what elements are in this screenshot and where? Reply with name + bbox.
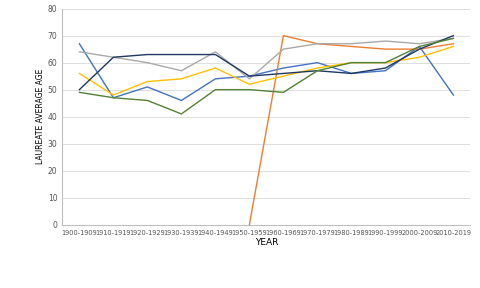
medicine	[213, 66, 218, 70]
medicine	[348, 61, 354, 65]
Line: medicine: medicine	[79, 46, 454, 95]
literature	[110, 56, 116, 59]
economics	[314, 42, 320, 46]
physics	[110, 96, 116, 99]
physics	[348, 61, 354, 65]
X-axis label: YEAR: YEAR	[255, 238, 278, 247]
medicine	[314, 66, 320, 70]
peace	[247, 74, 252, 78]
physics	[247, 88, 252, 91]
chemistry	[280, 66, 286, 70]
Y-axis label: LAUREATE AVERAGE AGE: LAUREATE AVERAGE AGE	[36, 69, 45, 164]
economics	[280, 34, 286, 37]
literature	[417, 42, 422, 46]
chemistry	[213, 77, 218, 81]
peace	[383, 66, 388, 70]
physics	[179, 112, 184, 116]
peace	[144, 53, 150, 56]
literature	[179, 69, 184, 73]
medicine	[247, 82, 252, 86]
physics	[213, 88, 218, 91]
chemistry	[76, 42, 82, 46]
physics	[417, 45, 422, 48]
chemistry	[144, 85, 150, 89]
peace	[213, 53, 218, 56]
economics	[417, 48, 422, 51]
Line: physics: physics	[79, 38, 454, 114]
peace	[348, 72, 354, 75]
economics	[383, 48, 388, 51]
physics	[314, 69, 320, 73]
literature	[247, 77, 252, 81]
peace	[451, 34, 456, 37]
economics	[451, 42, 456, 46]
Line: peace: peace	[79, 36, 454, 90]
chemistry	[314, 61, 320, 65]
medicine	[417, 56, 422, 59]
literature	[314, 42, 320, 46]
chemistry	[179, 99, 184, 102]
peace	[110, 56, 116, 59]
chemistry	[348, 72, 354, 75]
chemistry	[110, 96, 116, 99]
literature	[451, 37, 456, 40]
literature	[280, 48, 286, 51]
Line: economics: economics	[250, 36, 454, 225]
chemistry	[383, 69, 388, 73]
chemistry	[247, 74, 252, 78]
literature	[76, 50, 82, 54]
peace	[314, 69, 320, 73]
medicine	[76, 72, 82, 75]
literature	[213, 50, 218, 54]
physics	[451, 37, 456, 40]
literature	[144, 61, 150, 65]
Line: chemistry: chemistry	[79, 44, 454, 101]
medicine	[110, 93, 116, 97]
peace	[280, 72, 286, 75]
economics	[348, 45, 354, 48]
literature	[348, 42, 354, 46]
literature	[383, 39, 388, 43]
medicine	[383, 61, 388, 65]
economics	[247, 223, 252, 226]
medicine	[179, 77, 184, 81]
chemistry	[451, 93, 456, 97]
physics	[280, 91, 286, 94]
physics	[383, 61, 388, 65]
physics	[76, 91, 82, 94]
peace	[417, 48, 422, 51]
medicine	[280, 74, 286, 78]
peace	[179, 53, 184, 56]
chemistry	[417, 45, 422, 48]
Line: literature: literature	[79, 38, 454, 79]
peace	[76, 88, 82, 91]
physics	[144, 99, 150, 102]
medicine	[144, 80, 150, 83]
medicine	[451, 45, 456, 48]
